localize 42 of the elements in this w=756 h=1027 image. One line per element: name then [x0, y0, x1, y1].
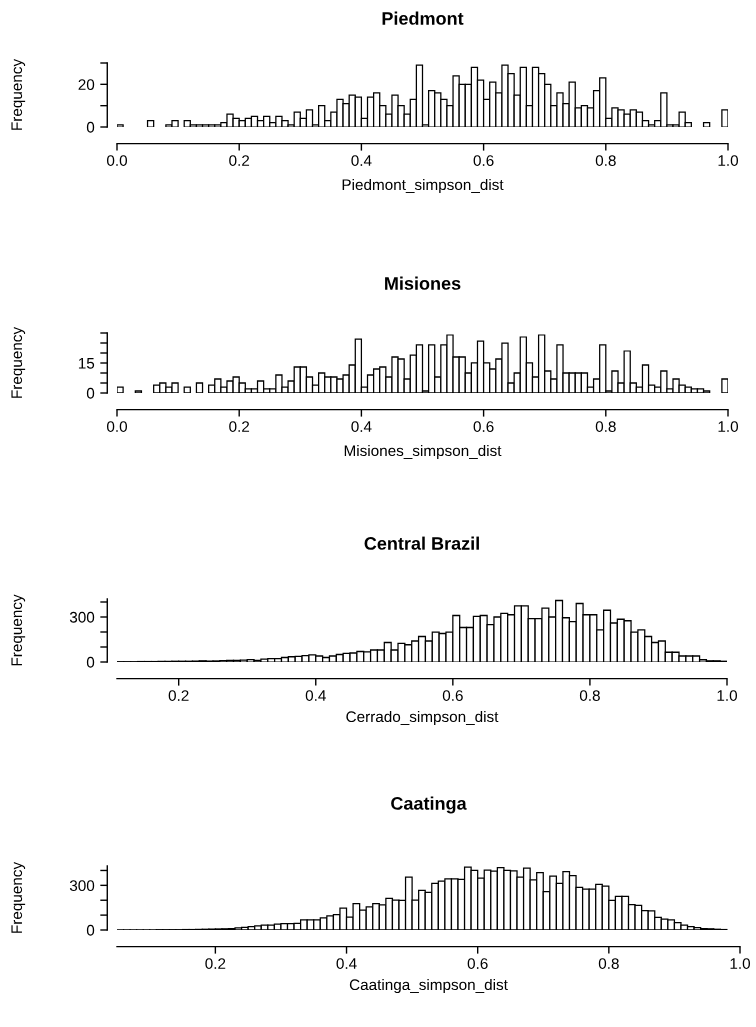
y-axis-title: Frequency: [11, 58, 26, 130]
x-tick-label: 0.8: [579, 690, 600, 701]
x-axis-title: Caatinga_simpson_dist: [349, 978, 508, 994]
chart-title: Central Brazil: [364, 536, 479, 550]
x-tick-label: 0.2: [229, 155, 250, 166]
y-tick-label: 15: [78, 358, 95, 369]
chart-title: Piedmont: [382, 11, 464, 25]
y-axis-title: Frequency: [11, 326, 26, 398]
x-axis-title: Misiones_simpson_dist: [344, 444, 502, 460]
x-axis-title: Piedmont_simpson_dist: [342, 178, 504, 194]
y-tick-label: 0: [86, 121, 95, 133]
x-tick-label: 0.6: [467, 958, 488, 969]
chart-title: Caatinga: [391, 796, 467, 814]
x-tick-label: 0.4: [336, 958, 357, 969]
y-axis-title: Frequency: [11, 861, 26, 933]
x-tick-label: 1.0: [718, 421, 739, 432]
x-tick-label: 0.6: [473, 155, 494, 166]
x-tick-label: 0.4: [351, 155, 372, 166]
y-tick-label: 0: [86, 656, 95, 668]
chart-title: Misiones: [385, 276, 461, 290]
x-axis-title: Cerrado_simpson_dist: [346, 710, 499, 726]
y-tick-label: 0: [86, 387, 95, 399]
x-tick-label: 0.8: [595, 421, 616, 432]
x-tick-label: 0.8: [598, 958, 619, 969]
x-tick-label: 0.4: [351, 421, 372, 432]
y-tick-label: 0: [86, 924, 95, 936]
y-axis-title: Frequency: [11, 594, 26, 666]
x-tick-label: 0.0: [106, 421, 128, 432]
x-tick-label: 0.0: [106, 155, 128, 166]
x-tick-label: 0.2: [205, 958, 226, 969]
x-tick-label: 1.0: [717, 690, 738, 701]
y-tick-label: 300: [69, 611, 95, 623]
x-tick-label: 0.4: [305, 690, 326, 701]
x-tick-label: 0.2: [168, 690, 189, 701]
x-tick-label: 1.0: [730, 958, 751, 969]
x-tick-label: 0.6: [442, 690, 463, 701]
x-tick-label: 0.2: [229, 421, 250, 432]
x-tick-label: 0.6: [473, 421, 494, 432]
y-tick-label: 20: [78, 79, 95, 91]
x-tick-label: 1.0: [718, 155, 739, 166]
y-tick-label: 300: [69, 880, 95, 892]
x-tick-label: 0.8: [595, 155, 616, 166]
